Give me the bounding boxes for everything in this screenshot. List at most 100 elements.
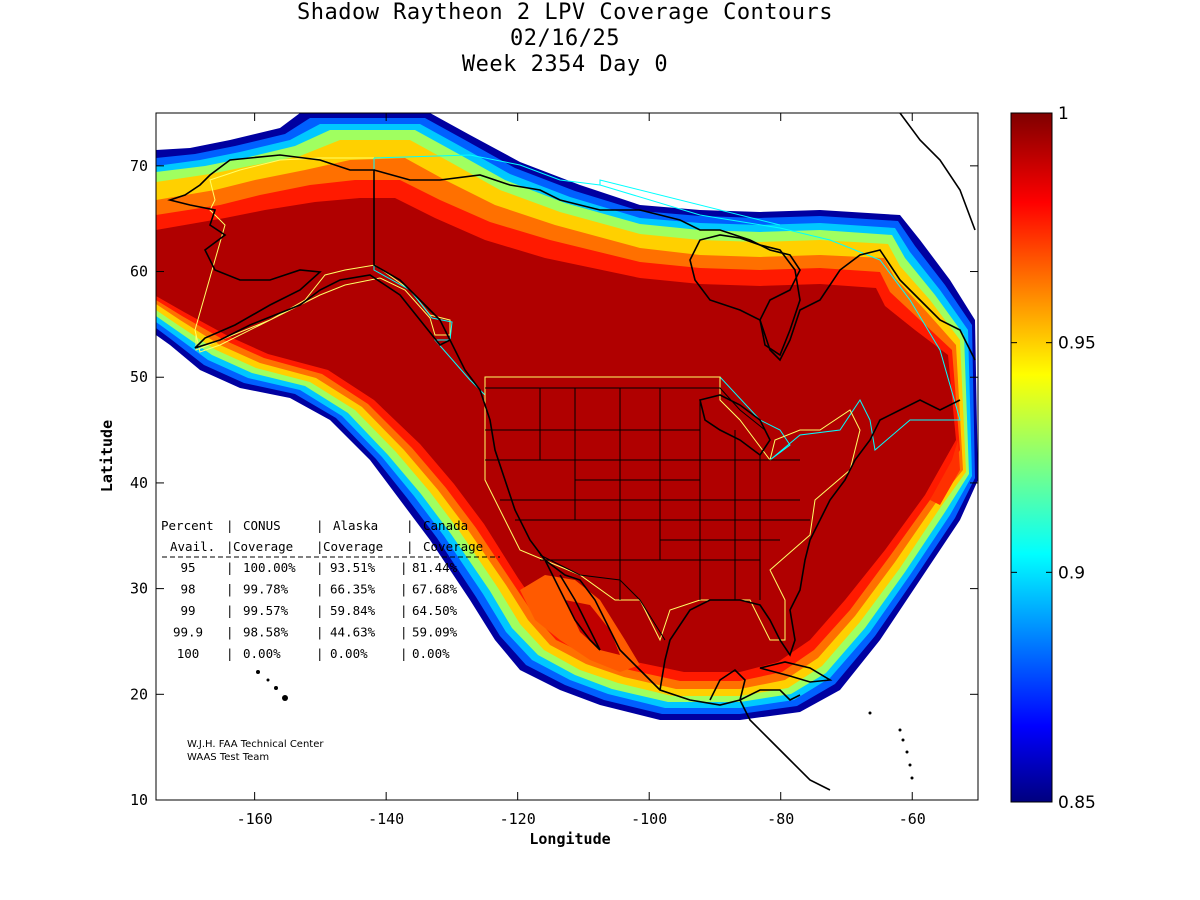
x-tick-label: -160 [237,810,273,828]
colorbar-tick-label: 0.85 [1058,793,1096,813]
svg-text:|: | [406,539,414,554]
table-row: 99 | 99.57% | 59.84% | 64.50% [180,603,457,618]
svg-text:|: | [406,518,414,533]
table-subheader-avail: Avail. [170,539,215,554]
svg-text:|: | [400,603,408,618]
y-tick-label: 20 [130,685,148,703]
table-cell-percent: 99.9 [173,625,203,640]
title-line-2: 02/16/25 [510,26,620,51]
table-header-percent: Percent [161,518,214,533]
table-row: 100 | 0.00% | 0.00% | 0.00% [177,646,450,661]
table-cell-canada: 0.00% [412,646,450,661]
table-cell-percent: 95 [180,560,195,575]
svg-text:|: | [316,603,324,618]
svg-text:|: | [226,582,234,597]
y-tick-label: 10 [130,791,148,809]
x-tick-label: -100 [631,810,667,828]
svg-text:|: | [226,603,234,618]
table-subheader-canada: Coverage [423,539,483,554]
colorbar-tick-label: 0.9 [1058,563,1085,583]
table-cell-alaska: 59.84% [330,603,376,618]
coast-cuba [759,661,833,683]
y-tick-label: 40 [130,474,148,492]
colorbar [1010,112,1053,803]
table-cell-canada: 64.50% [412,603,458,618]
coast-greenland [899,113,976,231]
svg-text:|: | [226,560,234,575]
contour-east-fringe [930,440,960,505]
svg-text:|: | [400,582,408,597]
credit-line-1: W.J.H. FAA Technical Center [187,739,324,750]
table-cell-conus: 98.58% [243,625,289,640]
table-cell-canada: 81.44% [412,560,458,575]
table-cell-alaska: 93.51% [330,560,376,575]
us-canada-border [485,387,766,431]
svg-text:|: | [316,518,324,533]
svg-text:|: | [226,646,234,661]
svg-text:|: | [316,560,324,575]
svg-text:|: | [400,560,408,575]
plot-frame [155,112,979,801]
x-axis-label: Longitude [529,830,610,848]
contour-100 [156,198,956,672]
chart-title: Shadow Raytheon 2 LPV Coverage Contours … [0,0,1130,78]
colorbar-ticks: 0.85 0.9 0.95 1 [1011,104,1096,813]
table-header-canada: Canada [423,518,468,533]
state-borders [485,387,810,641]
coast-alaska [167,154,452,349]
credit-line-2: WAAS Test Team [187,752,269,763]
svg-text:|: | [226,518,234,533]
table-cell-alaska: 44.63% [330,625,376,640]
title-line-3: Week 2354 Day 0 [461,52,669,77]
colorbar-tick-label: 1 [1058,104,1069,124]
state-lines [485,388,810,600]
y-tick-labels: 10 20 30 40 50 60 70 [130,157,148,809]
table-header-alaska: Alaska [333,518,378,533]
coast-hudson-bay [689,234,801,357]
contour-sw-lobe-inner [565,600,620,655]
y-tick-label: 60 [130,263,148,281]
conus-boundary [484,376,861,642]
table-row: 99.9 | 98.58% | 44.63% | 59.09% [173,625,458,640]
table-cell-canada: 67.68% [412,582,458,597]
caribbean-islands [868,711,914,780]
svg-text:|: | [400,646,408,661]
coast-baja [544,559,601,651]
table-cell-conus: 99.57% [243,603,289,618]
svg-text:|: | [400,625,408,640]
table-cell-percent: 100 [177,646,200,661]
coast-yucatan [709,668,831,791]
table-subheader-alaska: Coverage [323,539,383,554]
table-rows: 95 | 100.00% | 93.51% | 81.44% 98 | 99.78% | 66.35%… [173,560,458,661]
coastlines [167,113,976,791]
table-header-conus: CONUS [243,518,281,533]
table-cell-conus: 0.00% [243,646,281,661]
hawaii-islands [256,670,288,701]
table-cell-alaska: 66.35% [330,582,376,597]
coverage-table: Percent | CONUS | Alaska | Canada Avail.… [161,518,500,661]
table-subheader-conus: Coverage [233,539,293,554]
x-tick-label: -120 [500,810,536,828]
svg-text:|: | [316,539,324,554]
x-tick-label: -140 [368,810,404,828]
coast-canada-north [373,169,976,362]
svg-text:|: | [226,539,234,554]
x-tick-labels: -160 -140 -120 -100 -80 -60 [237,810,926,828]
y-tick-label: 30 [130,580,148,598]
title-line-1: Shadow Raytheon 2 LPV Coverage Contours [296,0,834,25]
coast-pacific-us [449,339,801,706]
y-axis-label: Latitude [98,420,116,492]
svg-text:|: | [316,625,324,640]
y-tick-label: 70 [130,157,148,175]
x-tick-label: -80 [767,810,794,828]
table-cell-conus: 100.00% [243,560,296,575]
svg-text:|: | [226,625,234,640]
svg-text:|: | [316,582,324,597]
table-cell-alaska: 0.00% [330,646,368,661]
table-cell-percent: 98 [180,582,195,597]
colorbar-tick-label: 0.95 [1058,334,1096,354]
x-tick-label: -60 [899,810,926,828]
table-cell-canada: 59.09% [412,625,458,640]
table-cell-conus: 99.78% [243,582,289,597]
